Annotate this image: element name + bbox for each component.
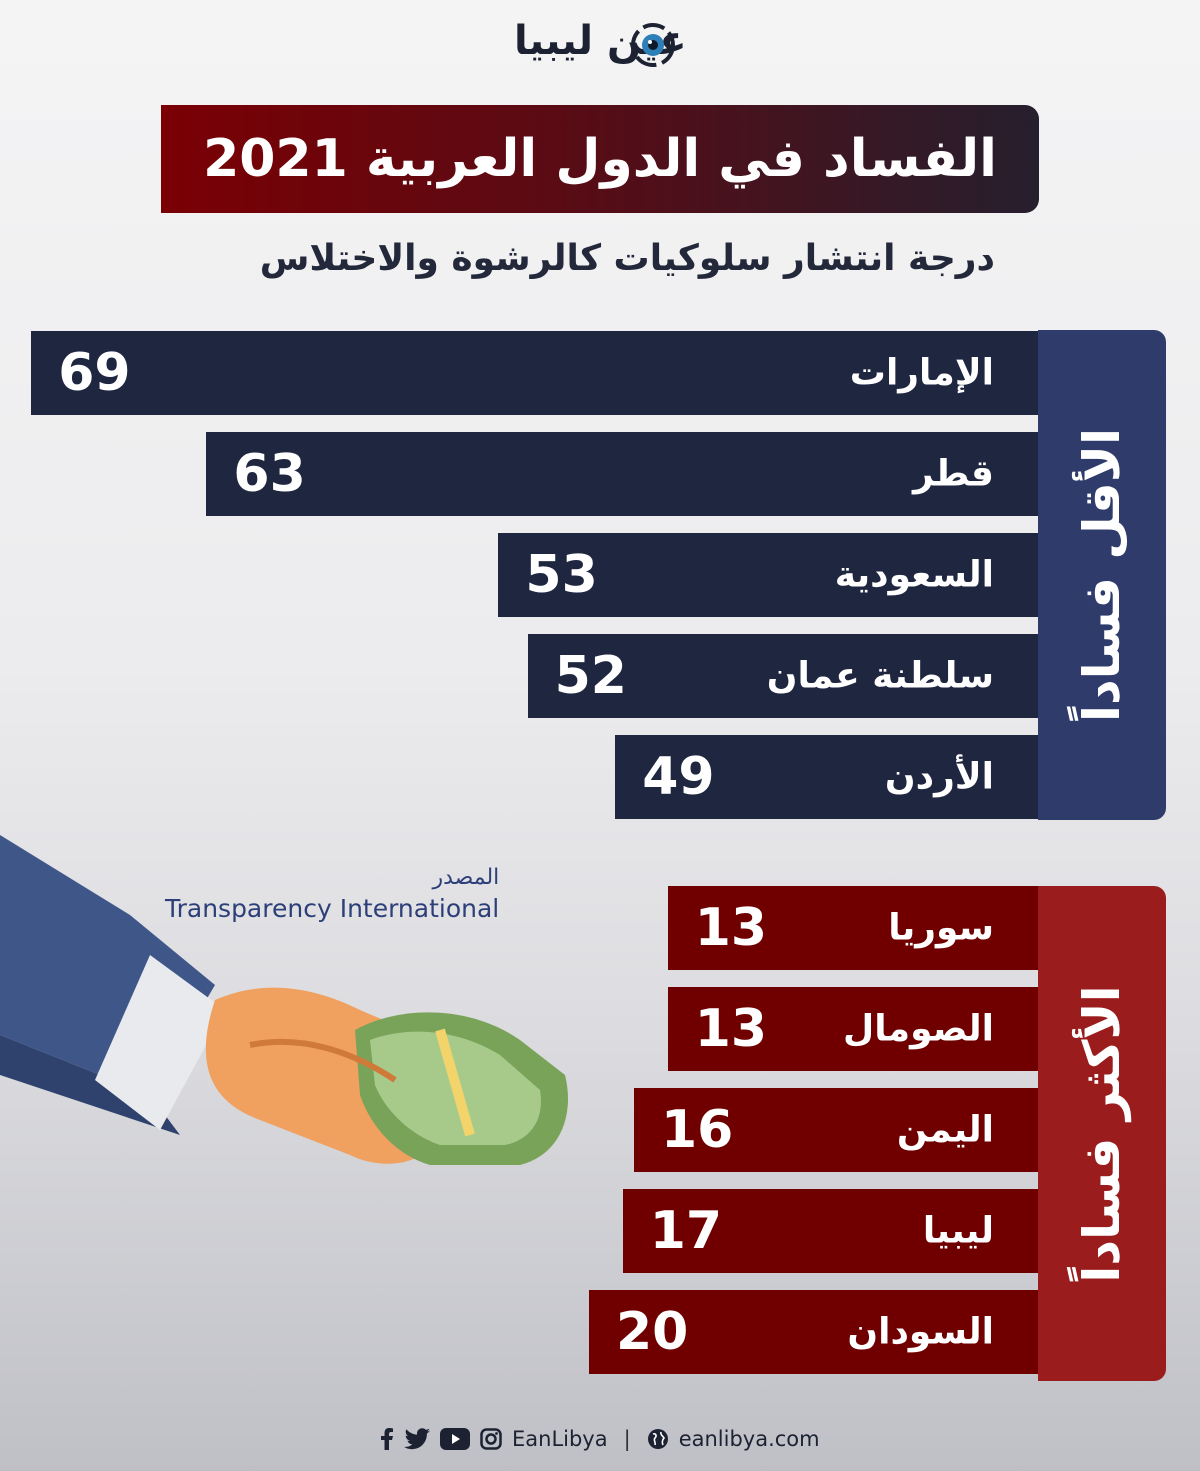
bar-value-label: 20 <box>616 1302 689 1362</box>
bar: الصومال 13 <box>667 987 1038 1071</box>
bar-value-label: 52 <box>554 646 627 706</box>
bribe-hand-illustration <box>0 835 568 1165</box>
twitter-icon[interactable] <box>404 1428 430 1450</box>
least-corrupt-label: الأقل فساداً <box>1038 330 1166 820</box>
bar-category-label: قطر <box>912 453 994 495</box>
least-corrupt-text: الأقل فساداً <box>1073 427 1131 723</box>
title-text: الفساد في الدول العربية 2021 <box>203 129 997 189</box>
bar: الأردن 49 <box>615 735 1038 819</box>
bar: السودان 20 <box>589 1290 1038 1374</box>
bar-category-label: الأردن <box>884 756 994 798</box>
bar-category-label: ليبيا <box>922 1210 994 1252</box>
footer-divider: | <box>623 1427 631 1451</box>
footer-website[interactable]: eanlibya.com <box>678 1427 820 1451</box>
bar-value-label: 16 <box>661 1100 734 1160</box>
instagram-icon[interactable] <box>480 1428 502 1450</box>
most-corrupt-text: الأكثر فساداً <box>1073 984 1131 1283</box>
bar-category-label: اليمن <box>896 1109 994 1151</box>
bar-value-label: 13 <box>694 898 768 958</box>
globe-icon <box>647 1428 669 1450</box>
youtube-icon[interactable] <box>440 1428 470 1450</box>
bar: اليمن 16 <box>634 1088 1038 1172</box>
bar: قطر 63 <box>206 432 1038 516</box>
bar-category-label: سوريا <box>888 907 994 949</box>
footer: EanLibya | eanlibya.com <box>380 1423 820 1455</box>
brand-logo: عين ليبيا <box>500 12 700 82</box>
source-label: المصدر <box>432 865 500 890</box>
bar-value-label: 17 <box>649 1201 723 1261</box>
subtitle: درجة انتشار سلوكيات كالرشوة والاختلاس <box>259 238 995 279</box>
bar-value-label: 53 <box>525 545 598 605</box>
bar-value-label: 13 <box>694 999 768 1059</box>
bar-category-label: السعودية <box>834 554 994 596</box>
page-title: الفساد في الدول العربية 2021 <box>161 105 1039 213</box>
bar: الإمارات 69 <box>31 331 1038 415</box>
bar-category-label: السودان <box>847 1311 994 1353</box>
bar-value-label: 69 <box>58 343 131 403</box>
bar: سلطنة عمان 52 <box>527 634 1038 718</box>
source-block: المصدر Transparency International <box>165 865 499 923</box>
most-corrupt-label: الأكثر فساداً <box>1038 886 1166 1381</box>
eye-icon <box>631 23 675 67</box>
footer-handle[interactable]: EanLibya <box>512 1427 608 1451</box>
bar: ليبيا 17 <box>622 1189 1038 1273</box>
bar-category-label: الإمارات <box>849 352 994 394</box>
source-name: Transparency International <box>165 894 500 923</box>
bar: السعودية 53 <box>498 533 1038 617</box>
facebook-icon[interactable] <box>380 1428 394 1450</box>
bar: سوريا 13 <box>667 886 1038 970</box>
bar-category-label: سلطنة عمان <box>766 655 994 697</box>
bar-value-label: 49 <box>642 747 715 807</box>
bar-category-label: الصومال <box>843 1008 994 1050</box>
bar-value-label: 63 <box>233 444 306 504</box>
